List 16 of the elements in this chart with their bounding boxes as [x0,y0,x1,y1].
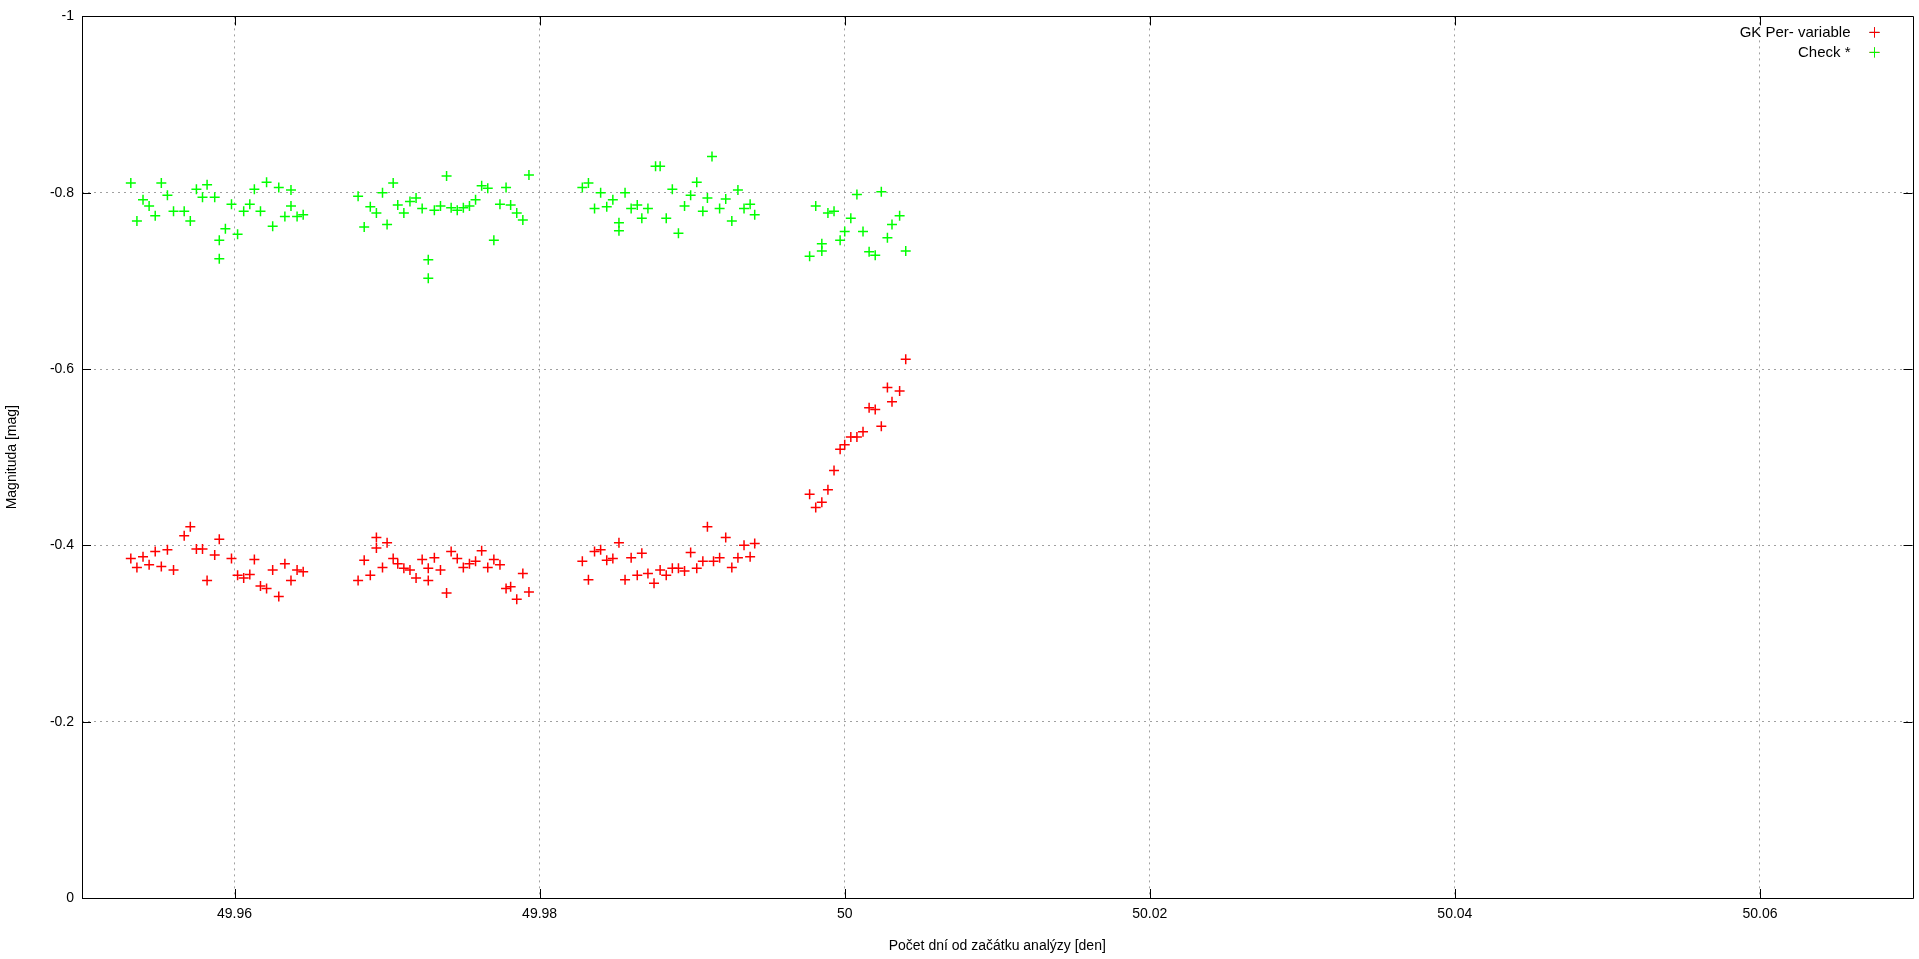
x-tick-label: 49.96 [217,905,253,922]
y-tick-label: -0.8 [49,183,75,200]
y-axis-title: Magnituda [mag] [3,405,20,510]
y-tick-label: -0.4 [49,536,75,553]
x-tick-label: 49.98 [522,905,558,922]
y-tick-label: -0.6 [49,359,75,376]
x-axis-title: Počet dní od začátku analýzy [den] [888,937,1106,954]
y-tick-label: -0.2 [49,712,75,729]
x-tick-label: 50.02 [1132,905,1168,922]
legend-label: GK Per- variable [1739,22,1851,40]
legend-label: Check * [1797,42,1851,60]
y-tick-label: -1 [61,7,75,24]
y-tick-label: 0 [66,888,75,905]
x-tick-label: 50.06 [1742,905,1778,922]
x-tick-label: 50.04 [1437,905,1473,922]
x-tick-label: 50 [836,905,853,922]
